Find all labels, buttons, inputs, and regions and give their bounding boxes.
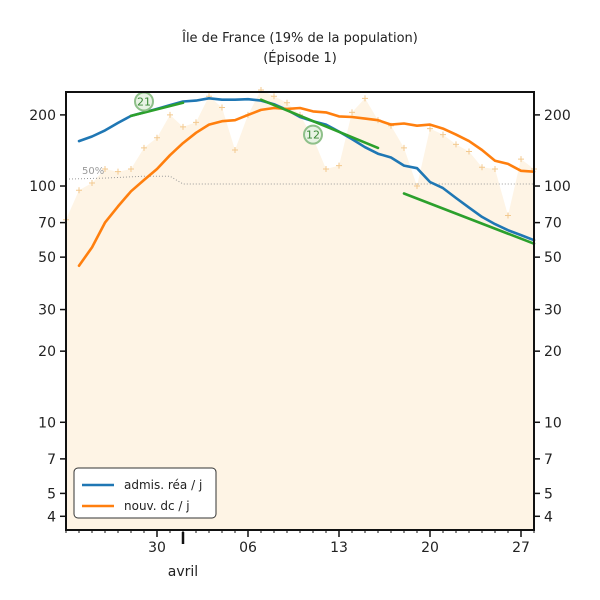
y-tick-label-right-1: 100 (544, 179, 571, 195)
month-label: avril (168, 564, 198, 580)
legend: admis. réa / j nouv. dc / j (73, 467, 217, 519)
background-marker-10 (193, 119, 199, 126)
y-tick-label-left-2: 70 (38, 216, 56, 232)
y-tick-label-right-0: 200 (544, 108, 571, 124)
chart-subtitle: (Épisode 1) (263, 50, 337, 66)
background-marker-27 (414, 183, 420, 190)
y-tick-label-left-3: 50 (38, 250, 56, 266)
background-marker-16 (271, 93, 277, 100)
chart-title: Île de France (19% de la population) (181, 30, 418, 46)
y-tick-label-left-1: 100 (29, 179, 56, 195)
background-marker-34 (505, 212, 511, 219)
trend-label-1: 12 (306, 129, 320, 142)
trend-segment-2 (402, 192, 536, 245)
y-tick-label-left-5: 20 (38, 344, 56, 360)
legend-label-reanimation: admis. réa / j (124, 478, 202, 492)
y-tick-label-right-3: 50 (544, 250, 562, 266)
background-marker-3 (102, 166, 108, 173)
background-marker-33 (492, 166, 498, 173)
background-marker-21 (336, 162, 342, 169)
plot-area: 50% 21 12 (63, 86, 537, 530)
background-marker-12 (219, 104, 225, 111)
y-tick-label-left-7: 7 (47, 452, 56, 468)
background-marker-35 (518, 156, 524, 163)
background-marker-31 (466, 148, 472, 155)
series-line-1 (77, 106, 536, 268)
y-tick-label-right-5: 20 (544, 344, 562, 360)
x-tick-label-3: 20 (421, 540, 439, 556)
background-marker-28 (427, 125, 433, 132)
trend-segment-0 (129, 101, 185, 118)
background-marker-17 (284, 99, 290, 106)
background-marker-8 (167, 111, 173, 118)
background-marker-4 (115, 168, 121, 175)
x-tick-label-1: 06 (239, 540, 257, 556)
y-tick-label-left-4: 30 (38, 303, 56, 319)
x-tick-label-4: 27 (512, 540, 530, 556)
y-tick-label-left-9: 4 (47, 509, 56, 525)
background-marker-32 (479, 164, 485, 171)
y-tick-label-left-8: 5 (47, 486, 56, 502)
background-marker-1 (76, 187, 82, 194)
background-marker-9 (180, 123, 186, 130)
background-marker-30 (453, 141, 459, 148)
background-marker-20 (323, 166, 329, 173)
x-tick-label-0: 30 (148, 540, 166, 556)
y-tick-label-right-8: 5 (544, 486, 553, 502)
trend-label-badge-1 (303, 124, 323, 145)
background-marker-7 (154, 134, 160, 141)
legend-label-deces: nouv. dc / j (124, 499, 190, 513)
background-marker-29 (440, 131, 446, 138)
background-marker-5 (128, 166, 134, 173)
reference-line-label: 50% (82, 166, 104, 177)
background-marker-23 (362, 95, 368, 102)
background-area (66, 90, 534, 530)
trend-segment-1 (259, 98, 380, 150)
y-tick-label-right-7: 7 (544, 452, 553, 468)
y-tick-label-left-0: 200 (29, 108, 56, 124)
y-tick-label-right-2: 70 (544, 216, 562, 232)
trend-label-0: 21 (137, 95, 151, 108)
background-marker-6 (141, 144, 147, 151)
y-tick-label-right-9: 4 (544, 509, 553, 525)
background-marker-13 (232, 147, 238, 154)
y-tick-label-right-4: 30 (544, 303, 562, 319)
axes: 200 200 100 100 70 70 50 50 30 30 20 20 10 10 7 7 5 5 4 4 30… (29, 108, 570, 580)
x-tick-label-2: 13 (330, 540, 348, 556)
y-tick-label-right-6: 10 (544, 415, 562, 431)
background-marker-26 (401, 144, 407, 151)
background-marker-22 (349, 109, 355, 116)
y-tick-label-left-6: 10 (38, 415, 56, 431)
background-marker-2 (89, 179, 95, 186)
